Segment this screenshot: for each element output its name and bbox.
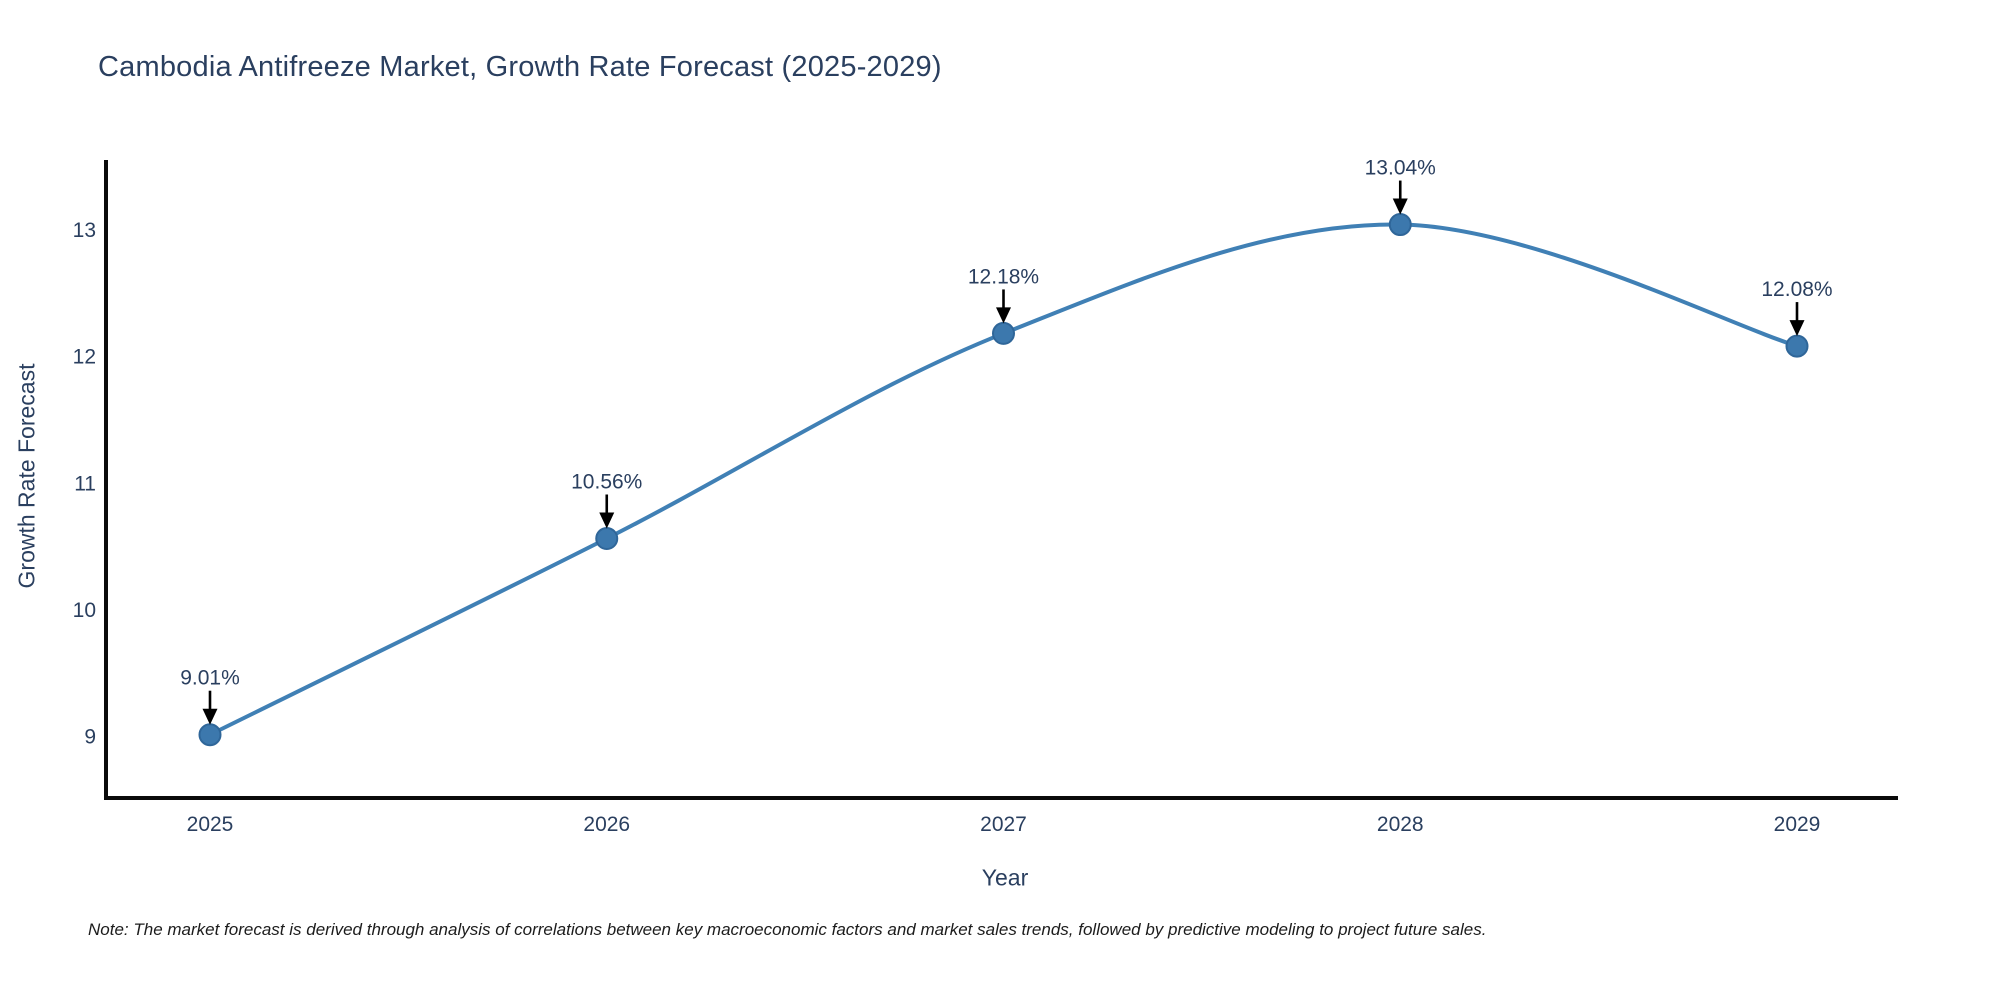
annotation-arrow-head-2026 xyxy=(599,512,615,529)
footnote: Note: The market forecast is derived thr… xyxy=(88,920,1487,939)
annotation-arrow-head-2027 xyxy=(996,307,1011,324)
x-tick-label-2026: 2026 xyxy=(583,813,630,836)
x-tick-label-2025: 2025 xyxy=(187,813,234,836)
data-point-2026[interactable] xyxy=(595,526,619,550)
annotation-label-2028: 13.04% xyxy=(1365,157,1436,180)
chart-title: Cambodia Antifreeze Market, Growth Rate … xyxy=(98,51,942,83)
x-axis-title: Year xyxy=(981,864,1029,891)
data-point-2027[interactable] xyxy=(992,321,1015,345)
annotation-arrow-head-2025 xyxy=(202,708,218,725)
y-tick-label-11: 11 xyxy=(74,472,96,495)
data-point-2029[interactable] xyxy=(1785,334,1809,358)
annotation-label-2029: 12.08% xyxy=(1761,278,1832,301)
annotation-label-2025: 9.01% xyxy=(180,667,240,690)
y-tick-label-9: 9 xyxy=(84,725,96,748)
x-tick-label-2027: 2027 xyxy=(980,813,1027,836)
x-tick-label-2028: 2028 xyxy=(1377,813,1424,836)
y-tick-label-12: 12 xyxy=(73,346,96,369)
y-tick-label-13: 13 xyxy=(73,219,96,242)
annotation-label-2026: 10.56% xyxy=(571,470,642,493)
annotation-arrow-head-2029 xyxy=(1789,320,1805,337)
annotation-label-2027: 12.18% xyxy=(968,265,1039,288)
x-tick-label-2029: 2029 xyxy=(1774,813,1821,836)
data-point-2025[interactable] xyxy=(198,723,222,747)
y-tick-label-10: 10 xyxy=(73,599,96,622)
annotation-arrow-head-2028 xyxy=(1392,198,1408,215)
data-point-2028[interactable] xyxy=(1388,213,1412,237)
